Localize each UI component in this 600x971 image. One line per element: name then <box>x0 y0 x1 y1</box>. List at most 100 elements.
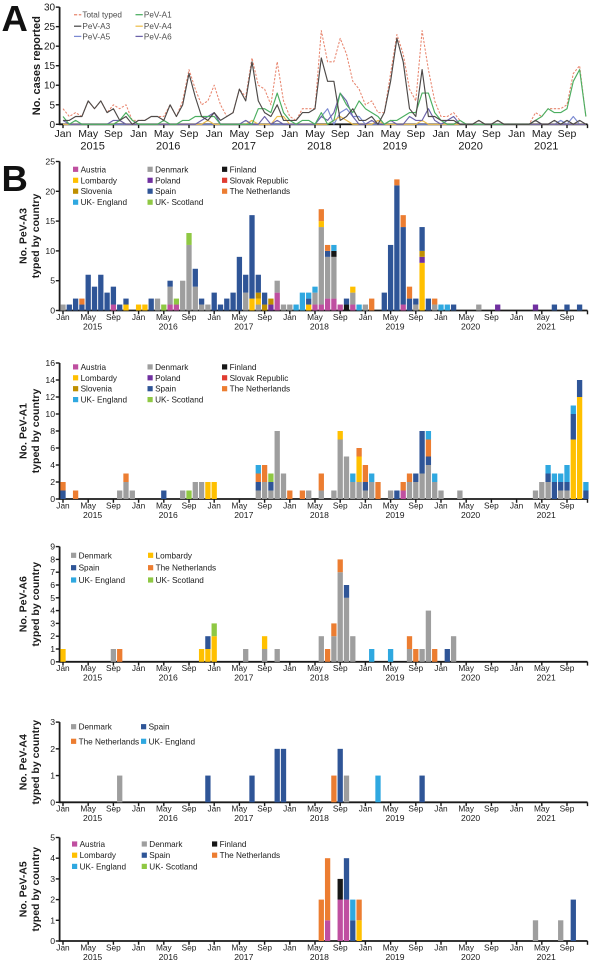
svg-text:Sep: Sep <box>257 942 272 952</box>
svg-text:No. PeV-A1: No. PeV-A1 <box>17 403 29 459</box>
svg-text:Jan: Jan <box>359 804 373 814</box>
svg-text:May: May <box>232 804 249 814</box>
svg-text:2021: 2021 <box>537 321 556 331</box>
svg-text:Spain: Spain <box>155 187 176 196</box>
svg-text:The Netherlands: The Netherlands <box>230 385 291 394</box>
svg-text:No. PeV-A6: No. PeV-A6 <box>17 576 29 632</box>
svg-text:3: 3 <box>50 874 55 884</box>
svg-text:Sep: Sep <box>182 804 197 814</box>
svg-text:Austria: Austria <box>81 165 107 174</box>
svg-text:May: May <box>534 942 551 952</box>
svg-text:14: 14 <box>45 375 55 385</box>
svg-text:Jan: Jan <box>281 128 298 140</box>
svg-text:1: 1 <box>50 771 55 781</box>
svg-text:Jan: Jan <box>208 312 222 322</box>
svg-text:May: May <box>80 500 97 510</box>
svg-text:UK- Scotland: UK- Scotland <box>155 198 204 207</box>
svg-text:May: May <box>534 312 551 322</box>
svg-text:Lombardy: Lombardy <box>156 551 193 560</box>
svg-text:May: May <box>456 128 477 140</box>
svg-text:2: 2 <box>50 477 55 487</box>
svg-text:May: May <box>156 942 173 952</box>
svg-text:May: May <box>534 663 551 673</box>
svg-text:Slovak Republic: Slovak Republic <box>230 374 289 383</box>
svg-text:2016: 2016 <box>159 813 178 823</box>
svg-text:Sep: Sep <box>408 663 423 673</box>
svg-text:typed by country: typed by country <box>30 389 42 474</box>
svg-text:Jan: Jan <box>208 663 222 673</box>
svg-text:Jan: Jan <box>434 804 448 814</box>
svg-text:May: May <box>458 312 475 322</box>
svg-text:2018: 2018 <box>310 321 329 331</box>
svg-text:Sep: Sep <box>333 804 348 814</box>
svg-text:Lombardy: Lombardy <box>81 176 118 185</box>
svg-text:3: 3 <box>50 717 55 727</box>
svg-text:0: 0 <box>50 657 55 667</box>
svg-text:Sep: Sep <box>257 500 272 510</box>
svg-text:25: 25 <box>44 22 56 33</box>
svg-text:B: B <box>2 158 28 199</box>
svg-text:Denmark: Denmark <box>79 551 113 560</box>
svg-text:typed by country: typed by country <box>30 562 42 647</box>
svg-text:2018: 2018 <box>310 813 329 823</box>
svg-text:No. PeV-A3: No. PeV-A3 <box>17 208 29 264</box>
svg-text:Sep: Sep <box>106 804 121 814</box>
svg-text:8: 8 <box>50 426 55 436</box>
svg-text:Jan: Jan <box>283 942 297 952</box>
svg-text:Sep: Sep <box>560 500 575 510</box>
svg-text:May: May <box>232 500 249 510</box>
svg-text:5: 5 <box>50 100 56 111</box>
svg-text:UK- England: UK- England <box>80 862 127 871</box>
svg-text:UK- England: UK- England <box>79 576 126 585</box>
svg-text:Sep: Sep <box>257 663 272 673</box>
svg-text:2020: 2020 <box>461 321 480 331</box>
svg-text:May: May <box>232 942 249 952</box>
svg-text:4: 4 <box>50 606 55 616</box>
svg-text:Jan: Jan <box>359 663 373 673</box>
svg-text:Sep: Sep <box>484 663 499 673</box>
svg-text:May: May <box>383 312 400 322</box>
svg-text:Sep: Sep <box>331 128 350 140</box>
svg-text:2016: 2016 <box>159 510 178 520</box>
svg-text:2017: 2017 <box>234 673 253 683</box>
svg-text:Jan: Jan <box>132 500 146 510</box>
svg-text:No. PeV-A4: No. PeV-A4 <box>17 734 29 790</box>
svg-text:2021: 2021 <box>534 140 558 152</box>
svg-text:Jan: Jan <box>510 312 524 322</box>
svg-text:Lombardy: Lombardy <box>80 851 117 860</box>
svg-text:PeV-A1: PeV-A1 <box>144 11 172 20</box>
svg-text:4: 4 <box>50 853 55 863</box>
svg-text:UK- Scotland: UK- Scotland <box>149 862 198 871</box>
svg-text:7: 7 <box>50 567 55 577</box>
svg-text:Jan: Jan <box>55 128 72 140</box>
svg-text:Austria: Austria <box>80 840 106 849</box>
svg-text:2015: 2015 <box>83 510 102 520</box>
svg-text:May: May <box>458 500 475 510</box>
svg-text:3: 3 <box>50 618 55 628</box>
svg-text:Jan: Jan <box>283 663 297 673</box>
svg-text:Sep: Sep <box>333 312 348 322</box>
svg-text:2019: 2019 <box>385 813 404 823</box>
svg-text:Slovenia: Slovenia <box>81 187 113 196</box>
svg-text:Jan: Jan <box>132 312 146 322</box>
svg-text:May: May <box>383 942 400 952</box>
svg-text:UK- England: UK- England <box>149 737 196 746</box>
svg-text:May: May <box>229 128 250 140</box>
svg-text:Spain: Spain <box>149 851 170 860</box>
svg-text:Total typed: Total typed <box>82 11 122 20</box>
svg-text:PeV-A6: PeV-A6 <box>144 32 172 41</box>
svg-text:Slovak Republic: Slovak Republic <box>230 176 289 185</box>
svg-text:Poland: Poland <box>155 176 181 185</box>
svg-text:Jan: Jan <box>510 500 524 510</box>
svg-text:Jan: Jan <box>208 804 222 814</box>
svg-text:9: 9 <box>50 542 55 552</box>
svg-text:Denmark: Denmark <box>79 723 113 732</box>
svg-text:Jan: Jan <box>510 663 524 673</box>
svg-text:Slovenia: Slovenia <box>81 385 113 394</box>
svg-text:0: 0 <box>50 797 55 807</box>
svg-text:Jan: Jan <box>434 663 448 673</box>
svg-text:May: May <box>534 804 551 814</box>
svg-text:Sep: Sep <box>482 128 501 140</box>
svg-text:Jan: Jan <box>208 942 222 952</box>
svg-text:May: May <box>154 128 175 140</box>
